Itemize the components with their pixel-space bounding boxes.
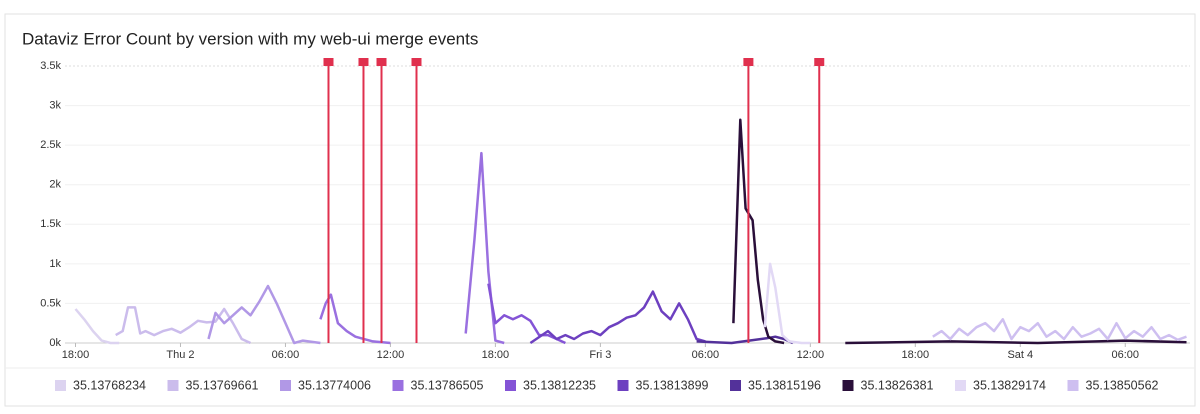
legend-label: 35.13769661 bbox=[186, 378, 259, 392]
legend-label: 35.13826381 bbox=[861, 378, 934, 392]
legend-swatch bbox=[617, 380, 629, 391]
x-tick-label: 12:00 bbox=[797, 349, 825, 361]
legend-swatch bbox=[1067, 380, 1079, 391]
legend-label: 35.13786505 bbox=[411, 378, 484, 392]
legend-swatch bbox=[167, 380, 179, 391]
legend-label: 35.13850562 bbox=[1086, 378, 1159, 392]
series-line bbox=[207, 284, 321, 345]
legend-swatch bbox=[55, 380, 66, 391]
legend-label: 35.13812235 bbox=[523, 378, 596, 392]
event-marker bbox=[743, 58, 754, 66]
x-tick-label: 06:00 bbox=[1111, 349, 1139, 361]
x-tick-label: 06:00 bbox=[272, 349, 300, 361]
legend-swatch bbox=[505, 380, 516, 391]
y-tick-label: 2k bbox=[49, 179, 61, 191]
legend-label: 35.13829174 bbox=[973, 378, 1046, 392]
x-tick-label: 06:00 bbox=[692, 349, 720, 361]
series-line bbox=[696, 335, 794, 345]
series-line bbox=[487, 283, 566, 345]
x-tick-label: Thu 2 bbox=[166, 349, 194, 361]
event-marker bbox=[358, 58, 369, 66]
y-tick-label: 1.5k bbox=[40, 218, 61, 230]
series-line bbox=[932, 318, 1187, 342]
event-marker bbox=[814, 58, 825, 66]
y-tick-label: 3k bbox=[49, 99, 61, 111]
legend-swatch bbox=[280, 380, 291, 391]
event-marker bbox=[323, 58, 334, 66]
x-tick-label: Sat 4 bbox=[1007, 349, 1033, 361]
legend-label: 35.13813899 bbox=[636, 378, 709, 392]
x-tick-label: 18:00 bbox=[482, 349, 510, 361]
y-tick-label: 0k bbox=[49, 337, 61, 349]
x-tick-label: 18:00 bbox=[62, 349, 90, 361]
legend-label: 35.13768234 bbox=[73, 378, 146, 392]
legend-swatch bbox=[955, 380, 966, 391]
legend-swatch bbox=[392, 380, 404, 391]
y-tick-label: 2.5k bbox=[40, 139, 61, 151]
legend-label: 35.13774006 bbox=[298, 378, 371, 392]
series-line bbox=[529, 290, 706, 345]
legend-swatch bbox=[730, 380, 741, 391]
chart-title: Dataviz Error Count by version with my w… bbox=[22, 29, 478, 48]
legend-label: 35.13815196 bbox=[748, 378, 821, 392]
y-tick-label: 0.5k bbox=[40, 297, 61, 309]
x-tick-label: Fri 3 bbox=[589, 349, 611, 361]
event-marker bbox=[411, 58, 422, 66]
series-line bbox=[115, 306, 252, 345]
series-line bbox=[763, 262, 811, 345]
series-line bbox=[74, 308, 120, 345]
y-tick-label: 1k bbox=[49, 258, 61, 270]
x-tick-label: 12:00 bbox=[377, 349, 405, 361]
legend-swatch bbox=[842, 380, 854, 391]
panel bbox=[4, 13, 1196, 407]
series-line bbox=[732, 118, 1187, 345]
series-line bbox=[319, 151, 505, 345]
y-tick-label: 3.5k bbox=[40, 60, 61, 72]
event-marker bbox=[376, 58, 387, 66]
x-tick-label: 18:00 bbox=[902, 349, 930, 361]
